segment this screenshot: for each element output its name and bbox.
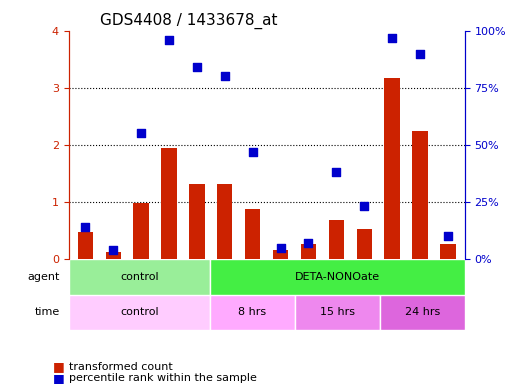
FancyBboxPatch shape [295,295,380,330]
Text: 24 hrs: 24 hrs [404,308,440,318]
FancyBboxPatch shape [210,295,295,330]
Point [276,245,285,251]
FancyBboxPatch shape [69,295,210,330]
Bar [412,131,428,259]
Text: time: time [35,308,60,318]
Text: percentile rank within the sample: percentile rank within the sample [69,373,257,383]
Bar [245,209,260,259]
Text: ■: ■ [53,360,64,373]
Text: DETA-NONOate: DETA-NONOate [295,272,380,282]
Text: ■: ■ [53,372,64,384]
Point [81,224,90,230]
Bar [273,250,288,259]
Point [304,240,313,246]
Point [360,204,369,210]
Point [165,37,173,43]
Bar [134,203,149,259]
Text: 15 hrs: 15 hrs [320,308,355,318]
Text: agent: agent [28,272,60,282]
FancyBboxPatch shape [69,259,210,295]
Text: transformed count: transformed count [69,362,172,372]
Point [444,233,452,239]
Bar [329,220,344,259]
Point [416,50,424,56]
Text: 8 hrs: 8 hrs [239,308,267,318]
Point [388,35,397,41]
Bar [384,78,400,259]
FancyBboxPatch shape [210,259,465,295]
Bar [440,243,456,259]
Point [332,169,341,175]
Point [193,64,201,70]
Point [137,130,145,136]
Text: GDS4408 / 1433678_at: GDS4408 / 1433678_at [100,13,278,29]
Bar [217,184,232,259]
Bar [162,148,177,259]
Point [221,73,229,79]
Bar [106,252,121,259]
Bar [301,243,316,259]
Bar [78,232,93,259]
FancyBboxPatch shape [380,295,465,330]
Text: control: control [120,308,159,318]
Text: control: control [120,272,159,282]
Bar [356,229,372,259]
Point [109,247,118,253]
Point [249,149,257,155]
Bar [189,184,204,259]
